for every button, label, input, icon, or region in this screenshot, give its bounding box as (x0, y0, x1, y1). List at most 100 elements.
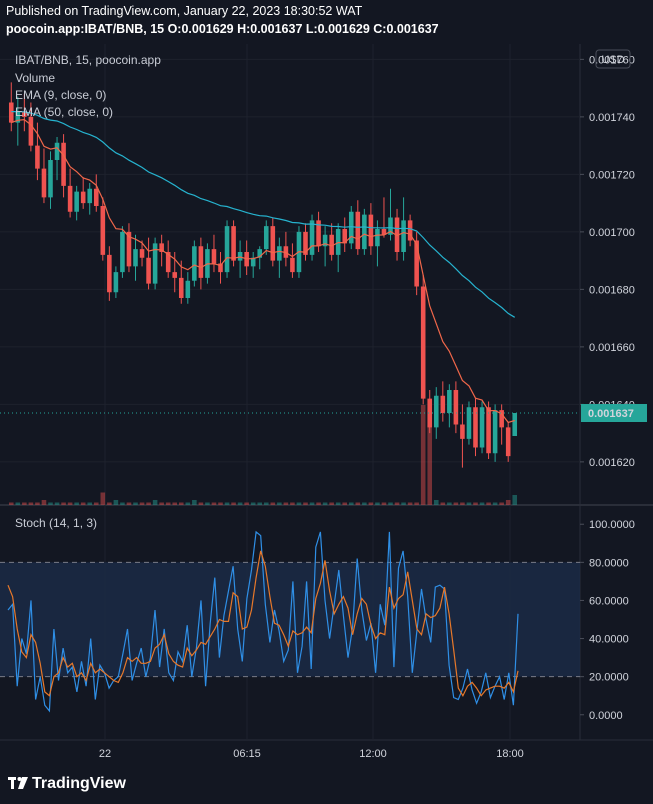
volume-bar (440, 502, 446, 505)
grid-lines (0, 44, 653, 741)
volume-bar (205, 502, 210, 505)
volume-bar (146, 502, 151, 505)
candle-body (453, 390, 459, 425)
volume-bar (270, 502, 276, 505)
volume-bar (41, 500, 47, 505)
volume-bar (460, 502, 465, 505)
stoch-tick-label: 0.0000 (589, 710, 623, 722)
candle-body (401, 220, 406, 252)
volume-bar (231, 502, 236, 505)
volume-bar (139, 502, 145, 505)
legend-entry: EMA (9, close, 0) (15, 88, 106, 102)
candle-body (178, 277, 184, 298)
last-price-badge (581, 404, 647, 422)
volume-bar (427, 425, 433, 505)
price-tick-label: 0.001680 (589, 284, 635, 296)
legend-entry: Volume (15, 71, 55, 85)
volume-bar (296, 502, 302, 505)
volume-bar (126, 502, 132, 505)
candle-body (237, 252, 243, 261)
volume-bar (414, 502, 419, 505)
candle-body (362, 214, 367, 250)
volume-bar (211, 502, 217, 505)
currency-label: USD (601, 54, 624, 66)
volume-bar (244, 502, 249, 505)
tradingview-logo[interactable]: TradingView (8, 775, 126, 793)
volume-bar (87, 502, 93, 505)
stoch-legend: Stoch (14, 1, 3) (15, 516, 97, 530)
time-tick-label: 12:00 (359, 748, 387, 760)
volume-bar (159, 502, 164, 505)
candle-body (303, 231, 308, 255)
volume-bar (342, 502, 348, 505)
candle-body (486, 407, 491, 454)
candle-body (107, 254, 112, 293)
ema9-line (11, 118, 515, 424)
candle-body (440, 395, 446, 413)
candle-body (22, 111, 27, 117)
candle-body (277, 246, 282, 261)
legend: IBAT/BNB, 15, poocoin.app Volume EMA (9, c… (15, 53, 161, 119)
candle-body (231, 226, 236, 261)
candle-body (54, 142, 60, 160)
candle-body (146, 257, 151, 284)
symbol-ohlc-line: poocoin.app:IBAT/BNB, 15 O:0.001629 H:0.… (6, 22, 439, 36)
candle-body (192, 246, 197, 281)
volume-bar (133, 502, 138, 505)
candle-body (420, 286, 426, 399)
candle-body (35, 145, 40, 169)
candle-body (394, 217, 400, 252)
volume-bar (335, 502, 341, 505)
ema50-line (11, 110, 516, 318)
volume-bar (420, 405, 426, 505)
candle-body (224, 226, 230, 273)
time-tick-label: 06:15 (233, 748, 261, 760)
candle-body (61, 142, 66, 186)
volume-bar (362, 502, 367, 505)
candles (8, 82, 518, 468)
candle-body (322, 234, 328, 247)
volume-bar (316, 502, 321, 505)
candle-body (460, 424, 465, 439)
volume-bar (329, 502, 334, 505)
volume-bar (185, 502, 191, 505)
candle-body (505, 427, 511, 457)
price-tick-label: 0.001740 (589, 112, 635, 124)
candle-body (270, 226, 276, 261)
candle-body (48, 160, 53, 198)
volume-bar (263, 502, 269, 505)
volume-bar (48, 502, 53, 505)
candle-body (329, 234, 334, 255)
candle-body (159, 243, 164, 252)
volume-bar (473, 502, 478, 505)
volume-bar (499, 502, 504, 505)
candle-body (381, 229, 387, 235)
volume-bar (100, 492, 106, 505)
candle-body (139, 249, 145, 258)
candle-body (133, 249, 138, 267)
price-tick-label: 0.001660 (589, 342, 635, 354)
volume-bar (277, 502, 282, 505)
volume-bar (394, 502, 400, 505)
stoch-tick-label: 80.0000 (589, 557, 629, 569)
price-tick-label: 0.001760 (589, 54, 635, 66)
volume-bar (407, 502, 413, 505)
candle-body (218, 263, 223, 273)
currency-box (595, 49, 631, 69)
volume-bar (178, 502, 184, 505)
volume-bars (8, 405, 518, 505)
candle-body (28, 116, 34, 146)
candle-body (433, 395, 439, 428)
candle-body (414, 240, 419, 287)
candle-body (342, 229, 348, 244)
candle-body (113, 272, 119, 293)
volume-bar (22, 502, 27, 505)
volume-bar (512, 495, 518, 505)
price-tick-label: 0.001720 (589, 169, 635, 181)
candle-body (165, 252, 171, 273)
volume-bar (152, 500, 158, 505)
candle-body (41, 168, 47, 198)
stoch-tick-label: 20.0000 (589, 672, 629, 684)
candle-body (80, 191, 86, 204)
